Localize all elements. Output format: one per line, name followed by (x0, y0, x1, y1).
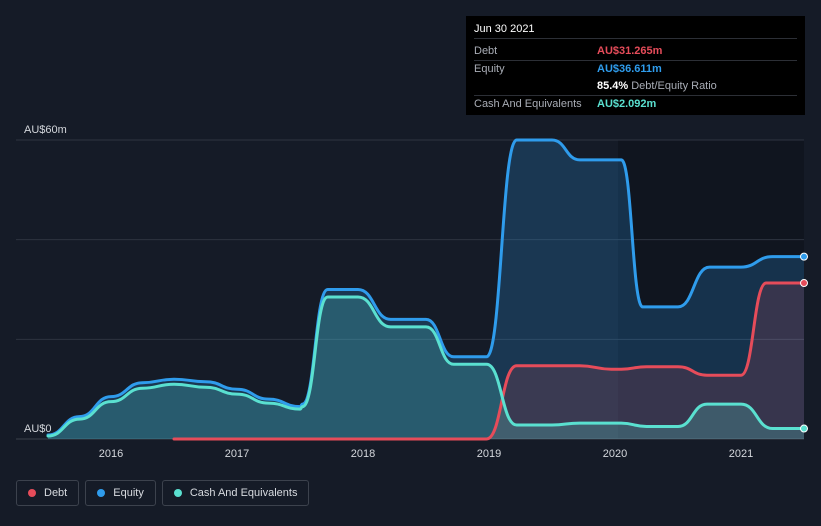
tooltip-ratio-wrap: 85.4% Debt/Equity Ratio (597, 78, 717, 95)
y-tick-label-1: AU$0 (24, 423, 52, 435)
tooltip-row-cash: Cash And Equivalents AU$2.092m (474, 96, 797, 113)
tooltip-label-ratio (474, 78, 597, 95)
legend-label-equity: Equity (113, 487, 144, 499)
y-axis-tick-labels: AU$60m AU$0 (24, 124, 67, 435)
end-marker-equity (800, 252, 808, 261)
series-areas (48, 140, 804, 439)
legend-label-debt: Debt (44, 487, 68, 499)
tooltip-value-debt: AU$31.265m (597, 45, 663, 57)
area-cash-and-equivalents (48, 297, 804, 439)
line-cash-and-equivalents (46, 295, 806, 438)
x-tick-label-2018: 2018 (351, 448, 375, 460)
x-tick-label-2020: 2020 (603, 448, 627, 460)
end-marker-cash-and-equivalents (800, 424, 808, 433)
legend-label-cash: Cash And Equivalents (189, 487, 298, 499)
x-tick-label-2019: 2019 (477, 448, 501, 460)
tooltip-label-equity: Equity (474, 63, 505, 75)
tooltip-row-debt: Debt AU$31.265m (474, 43, 797, 61)
series-end-markers (800, 252, 808, 433)
line-equity (46, 138, 806, 437)
tooltip-row-ratio: 85.4% Debt/Equity Ratio (474, 78, 797, 96)
line-debt (172, 281, 806, 441)
legend-dot-equity (97, 489, 106, 497)
legend-item-debt[interactable]: Debt (16, 480, 80, 506)
tooltip-row-equity: Equity AU$36.611m (474, 61, 797, 78)
area-equity (48, 140, 804, 439)
x-tick-label-2021: 2021 (729, 448, 753, 460)
area-debt (174, 283, 804, 439)
legend-dot-cash (173, 489, 182, 497)
tooltip-value-ratio: 85.4% (597, 80, 629, 92)
legend-item-cash[interactable]: Cash And Equivalents (161, 480, 310, 506)
tooltip-ratio-suffix: Debt/Equity Ratio (631, 80, 717, 92)
chart-legend: Debt Equity Cash And Equivalents (16, 480, 310, 506)
y-tick-label-0: AU$60m (24, 124, 67, 136)
tooltip-label-cash: Cash And Equivalents (474, 98, 582, 110)
tooltip-value-equity: AU$36.611m (597, 63, 662, 75)
data-tooltip: Jun 30 2021 Debt AU$31.265m Equity AU$36… (466, 16, 805, 115)
x-axis-tick-labels: 2016 2017 2018 2019 2020 2021 (99, 448, 753, 460)
tooltip-date: Jun 30 2021 (474, 23, 797, 39)
highlight-band (618, 140, 804, 439)
legend-item-equity[interactable]: Equity (85, 480, 156, 506)
tooltip-label-debt: Debt (474, 45, 498, 57)
series-lines (46, 138, 806, 441)
x-tick-label-2016: 2016 (99, 448, 123, 460)
tooltip-value-cash: AU$2.092m (597, 98, 657, 110)
legend-dot-debt (28, 489, 36, 497)
end-marker-debt (800, 279, 808, 288)
x-tick-label-2017: 2017 (225, 448, 249, 460)
